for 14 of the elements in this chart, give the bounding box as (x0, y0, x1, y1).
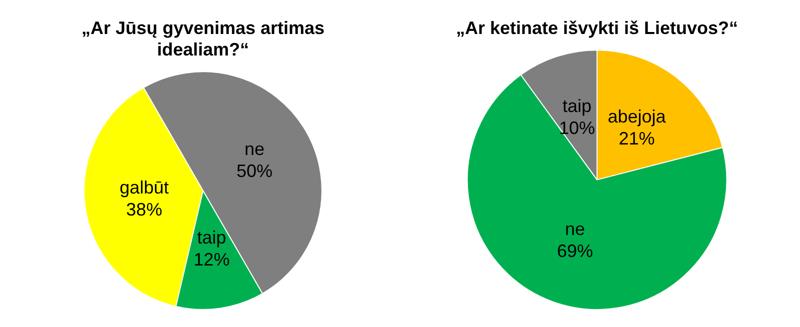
chart-title: „Ar Jūsų gyvenimas artimas idealiam?“ (81, 18, 325, 60)
chart-title: „Ar ketinate išvykti iš Lietuvos?“ (456, 18, 738, 38)
slice-label: galbūt (120, 177, 169, 198)
data-label: 50% (236, 160, 272, 181)
slice-label: taip (562, 96, 592, 116)
slice-label: taip (197, 227, 226, 248)
slice-label: ne (565, 218, 586, 239)
data-label: 21% (618, 128, 655, 149)
slice-label: abejoja (608, 106, 667, 127)
data-label: 69% (557, 240, 594, 261)
data-label: 12% (194, 249, 230, 270)
data-label: 10% (558, 118, 595, 138)
slice-label: ne (244, 138, 264, 159)
data-label: 38% (126, 199, 162, 220)
